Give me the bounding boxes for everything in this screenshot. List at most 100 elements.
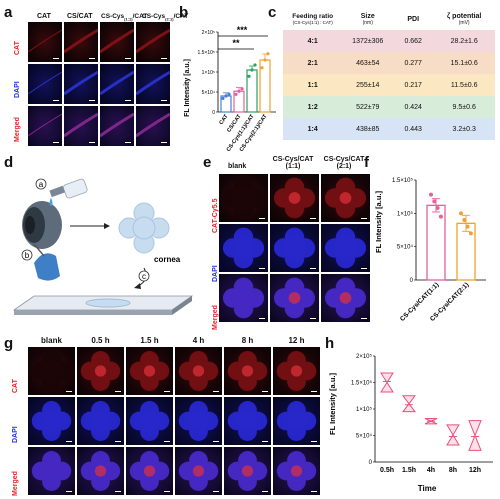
g-image-r1-c5 xyxy=(273,397,320,445)
c-cell: 1:4 xyxy=(307,125,318,133)
cornea-shape-icon xyxy=(118,202,170,254)
scale-bar xyxy=(53,58,59,59)
b-point xyxy=(224,94,228,98)
e-row-merged: Merged xyxy=(212,305,219,330)
c-cell: 9.5±0.6 xyxy=(452,103,476,111)
g-image-r0-c1 xyxy=(77,347,124,395)
hand-scissors-icon xyxy=(33,243,60,281)
panel-label-a: a xyxy=(4,4,13,21)
h-xtick: 0.5h xyxy=(380,467,394,474)
scale-bar xyxy=(310,218,316,219)
g-image-r0-c3 xyxy=(175,347,222,395)
b-point xyxy=(250,68,254,72)
g-image-r1-c0 xyxy=(28,397,75,445)
scale-bar xyxy=(115,391,121,392)
panel-label-c: c xyxy=(268,4,277,21)
b-point xyxy=(227,92,231,96)
e-image-r0-c0 xyxy=(219,174,268,222)
e-col-blank: blank xyxy=(228,163,247,170)
e-image-r1-c1 xyxy=(270,224,319,272)
scale-bar xyxy=(164,391,170,392)
c-cell: 0.662 xyxy=(404,37,422,45)
g-image-r1-c3 xyxy=(175,397,222,445)
scale-bar xyxy=(262,391,268,392)
e-row-cat: CAT-Cy5.5 xyxy=(212,198,219,234)
scale-bar xyxy=(115,491,121,492)
scale-bar xyxy=(66,491,72,492)
b-point xyxy=(263,58,267,62)
a-col-cs-cat: CS/CAT xyxy=(67,13,93,20)
scale-bar xyxy=(125,100,131,101)
g-image-r0-c2 xyxy=(126,347,173,395)
a-row-merged: Merged xyxy=(14,117,21,142)
b-point xyxy=(260,66,264,70)
f-ytick: 1×10⁵ xyxy=(397,210,414,217)
a-col-cat: CAT xyxy=(37,13,51,20)
b-point xyxy=(221,96,225,100)
d-step-a: a xyxy=(39,180,44,189)
g-col-1: 0.5 h xyxy=(91,336,110,345)
e-row-dapi: DAPI xyxy=(212,265,219,282)
g-col-3: 4 h xyxy=(192,336,205,345)
f-point xyxy=(429,192,433,197)
f-point xyxy=(462,218,467,222)
scale-bar xyxy=(53,142,59,143)
scale-bar xyxy=(161,100,167,101)
e-image-r2-c1 xyxy=(270,274,319,322)
c-row: 4:1 1372±306 0.662 28.2±1.6 xyxy=(283,30,495,52)
h-ytick: 5×10⁴ xyxy=(356,433,373,440)
h-box xyxy=(401,395,417,413)
g-image-r2-c2 xyxy=(126,447,173,495)
scale-bar xyxy=(262,441,268,442)
scale-bar xyxy=(161,58,167,59)
schematic-d: a cornea b c xyxy=(12,178,194,315)
h-xlabel: Time xyxy=(418,484,437,493)
c-row: 1:4 438±85 0.443 3.2±0.3 xyxy=(283,118,495,140)
h-ytick: 2×10⁵ xyxy=(356,353,373,360)
e-image-r2-c0 xyxy=(219,274,268,322)
h-box xyxy=(468,420,482,451)
c-h1: Size (nm) xyxy=(360,12,375,26)
b-point xyxy=(240,87,244,91)
b-sig-1: *** xyxy=(237,25,248,35)
c-cell: 1:2 xyxy=(307,103,318,111)
b-point xyxy=(237,89,241,93)
scale-bar xyxy=(259,268,265,269)
h-xtick: 12h xyxy=(469,467,481,474)
scale-bar xyxy=(311,391,317,392)
b-point xyxy=(253,63,257,67)
b-ytick: 1×10⁵ xyxy=(202,70,215,76)
h-xtick: 4h xyxy=(427,467,435,474)
e-col-11: CS-Cys/CAT (1:1) xyxy=(272,156,314,170)
g-image-r2-c5 xyxy=(273,447,320,495)
c-cell: 1372±306 xyxy=(352,37,384,45)
c-cell: 28.2±1.6 xyxy=(450,37,478,45)
scale-bar xyxy=(310,268,316,269)
scale-bar xyxy=(89,142,95,143)
scale-bar xyxy=(89,100,95,101)
e-image-r1-c0 xyxy=(219,224,268,272)
g-image-r2-c3 xyxy=(175,447,222,495)
c-cell: 11.5±0.6 xyxy=(450,81,478,89)
g-image-r2-c4 xyxy=(224,447,271,495)
c-cell: 0.217 xyxy=(404,81,422,89)
panel-label-b: b xyxy=(179,4,189,21)
dropper-bottle-icon xyxy=(49,178,88,199)
g-image-r2-c1 xyxy=(77,447,124,495)
c-cell: 4:1 xyxy=(307,37,318,45)
scale-bar xyxy=(259,318,265,319)
scale-bar xyxy=(115,441,121,442)
g-image-r0-c0 xyxy=(28,347,75,395)
f-ytick: 1.5×10⁵ xyxy=(392,177,414,184)
scale-bar xyxy=(310,318,316,319)
panel-label-h: h xyxy=(325,335,335,352)
a-image-r0-c2 xyxy=(100,22,134,62)
scale-bar xyxy=(259,218,265,219)
f-point xyxy=(432,199,437,204)
c-cell: 255±14 xyxy=(356,81,380,89)
c-cell: 463±54 xyxy=(356,59,380,67)
c-cell: 2:1 xyxy=(307,59,318,67)
g-col-4: 8 h xyxy=(241,336,254,345)
b-ytick: 1.5×10⁵ xyxy=(197,50,215,56)
